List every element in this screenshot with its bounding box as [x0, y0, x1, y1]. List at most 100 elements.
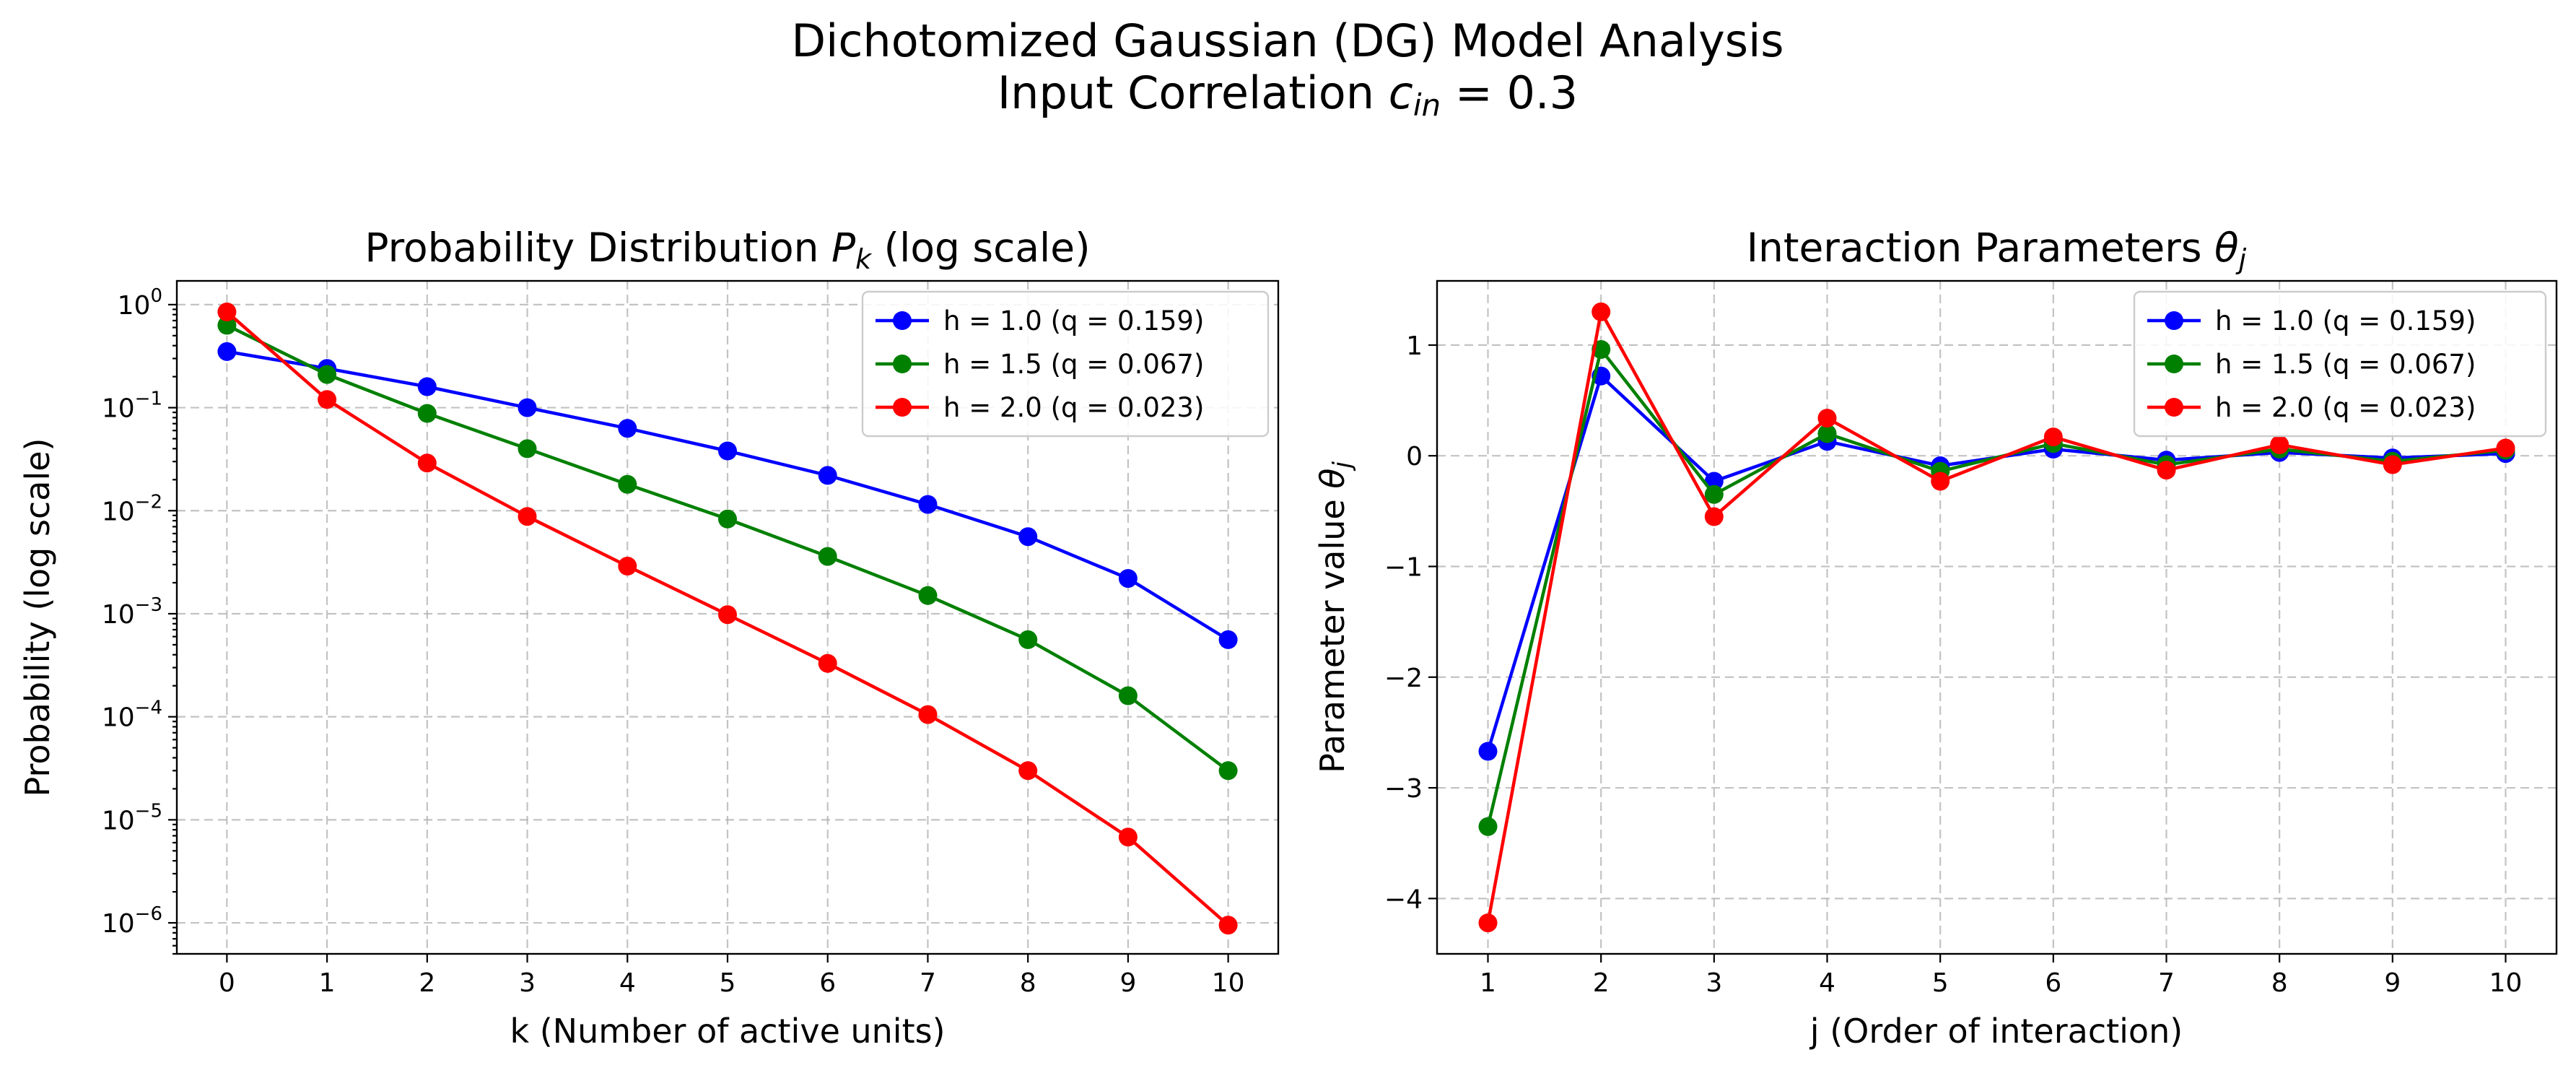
- left-y-tick-label: 10−4: [102, 698, 162, 733]
- left-series-point-0: [718, 441, 737, 461]
- right-y-tick-label: −2: [1384, 664, 1423, 693]
- left-series-point-2: [918, 705, 938, 724]
- right-series-point-1: [1478, 817, 1498, 836]
- right-series-point-2: [1592, 302, 1611, 321]
- right-legend: h = 1.0 (q = 0.159) h = 1.5 (q = 0.067) h …: [2133, 290, 2547, 438]
- right-legend-marker-2: [2165, 398, 2183, 417]
- left-series-point-1: [918, 586, 938, 605]
- right-legend-marker-0: [2165, 311, 2183, 330]
- right-legend-label-2: h = 2.0 (q = 0.023): [2215, 392, 2476, 423]
- right-x-axis-label: j (Order of interaction): [1809, 1012, 2183, 1051]
- right-series-point-2: [2270, 435, 2289, 454]
- right-x-tick-label: 10: [2489, 968, 2523, 998]
- right-series-point-1: [1817, 424, 1837, 443]
- left-series-point-2: [318, 390, 337, 409]
- right-y-tick-label: −3: [1384, 774, 1423, 804]
- right-series-point-2: [2043, 427, 2063, 447]
- left-x-tick-label: 5: [720, 968, 736, 998]
- left-series-point-1: [217, 316, 237, 335]
- left-series-point-0: [1218, 630, 1238, 649]
- right-series-point-0: [1478, 742, 1498, 761]
- right-legend-label-1: h = 1.5 (q = 0.067): [2215, 349, 2476, 380]
- left-x-tick-label: 0: [219, 968, 235, 998]
- right-x-tick-label: 9: [2384, 968, 2401, 998]
- left-series-point-1: [818, 547, 837, 566]
- left-series-point-1: [1118, 686, 1138, 705]
- left-series-point-0: [818, 466, 837, 485]
- right-y-tick-label: −1: [1384, 552, 1423, 582]
- left-series-point-1: [518, 439, 537, 459]
- right-y-tick-label: 0: [1406, 442, 1423, 472]
- left-series-point-0: [1118, 569, 1138, 588]
- left-series-point-2: [818, 653, 837, 673]
- left-legend-box: [861, 290, 1270, 438]
- left-x-axis-label: k (Number of active units): [510, 1012, 945, 1051]
- left-x-tick-label: 9: [1119, 968, 1136, 998]
- left-series-point-2: [417, 453, 437, 473]
- right-x-tick-label: 5: [1932, 968, 1949, 998]
- left-series-point-2: [618, 557, 637, 575]
- left-x-tick-label: 4: [619, 968, 636, 998]
- left-x-tick-label: 7: [920, 968, 936, 998]
- right-series-point-2: [2383, 455, 2402, 474]
- left-y-tick-label: 10−6: [102, 903, 162, 939]
- right-series-point-1: [1704, 485, 1724, 504]
- left-series-point-0: [918, 495, 938, 514]
- right-legend-label-0: h = 1.0 (q = 0.159): [2215, 305, 2476, 336]
- left-series-point-1: [1218, 761, 1238, 781]
- right-axes-frame: [1436, 279, 2558, 955]
- left-chart-title: Probability Distribution Pk (log scale): [364, 225, 1090, 275]
- left-legend-marker-2: [893, 398, 912, 417]
- left-legend-label-2: h = 2.0 (q = 0.023): [943, 392, 1204, 423]
- left-series-point-1: [417, 404, 437, 423]
- left-series-point-0: [518, 398, 537, 417]
- left-x-tick-label: 8: [1020, 968, 1036, 998]
- left-y-tick-label: 100: [118, 285, 162, 321]
- right-series-point-2: [2157, 461, 2176, 480]
- left-legend-label-1: h = 1.5 (q = 0.067): [943, 349, 1204, 380]
- left-legend: h = 1.0 (q = 0.159) h = 1.5 (q = 0.067) h …: [861, 290, 1270, 438]
- probability-distribution-panel: 0 1 2 3 4 5 6 7 8 9 1010010−110−210−310−410−510−6 …: [18, 225, 1280, 1051]
- right-legend-box: [2133, 290, 2547, 438]
- right-legend-marker-1: [2165, 355, 2183, 373]
- right-chart-title: Interaction Parameters θj: [1747, 225, 2247, 275]
- left-x-tick-label: 2: [419, 968, 435, 998]
- left-series-point-0: [1018, 527, 1038, 547]
- right-x-tick-label: 8: [2271, 968, 2288, 998]
- left-series-point-1: [1018, 630, 1038, 649]
- left-series-group: [217, 303, 1238, 935]
- left-y-tick-label: 10−5: [102, 800, 162, 835]
- right-x-tick-label: 2: [1593, 968, 1610, 998]
- left-series-point-1: [718, 509, 737, 529]
- right-y-tick-label: 1: [1406, 331, 1423, 361]
- right-x-tick-label: 6: [2045, 968, 2061, 998]
- right-series-point-2: [1931, 472, 1950, 491]
- right-series-point-2: [1478, 913, 1498, 933]
- left-x-tick-label: 6: [819, 968, 836, 998]
- left-y-tick-label: 10−1: [102, 388, 162, 424]
- left-series-point-1: [618, 474, 637, 494]
- right-series-point-2: [1817, 409, 1837, 428]
- left-series-point-2: [1018, 761, 1038, 781]
- left-y-tick-label: 10−2: [102, 491, 162, 526]
- left-series-point-2: [518, 507, 537, 526]
- left-x-tick-label: 10: [1212, 968, 1245, 998]
- right-series-group: [1478, 302, 2515, 933]
- left-series-point-0: [417, 377, 437, 396]
- right-x-tick-label: 7: [2158, 968, 2175, 998]
- suptitle-line-1: Dichotomized Gaussian (DG) Model Analysi…: [791, 14, 1783, 67]
- right-series-line-2: [1486, 310, 2506, 924]
- left-series-point-0: [618, 419, 637, 438]
- left-series-point-2: [1118, 827, 1138, 847]
- left-x-tick-label: 3: [519, 968, 536, 998]
- right-y-axis-label: Parameter value θj: [1313, 461, 1357, 773]
- right-series-point-2: [2496, 438, 2515, 458]
- left-legend-marker-1: [893, 355, 912, 373]
- left-series-point-1: [318, 365, 337, 384]
- suptitle-line-2: Input Correlation cin = 0.3: [997, 66, 1578, 123]
- right-x-tick-label: 1: [1480, 968, 1496, 998]
